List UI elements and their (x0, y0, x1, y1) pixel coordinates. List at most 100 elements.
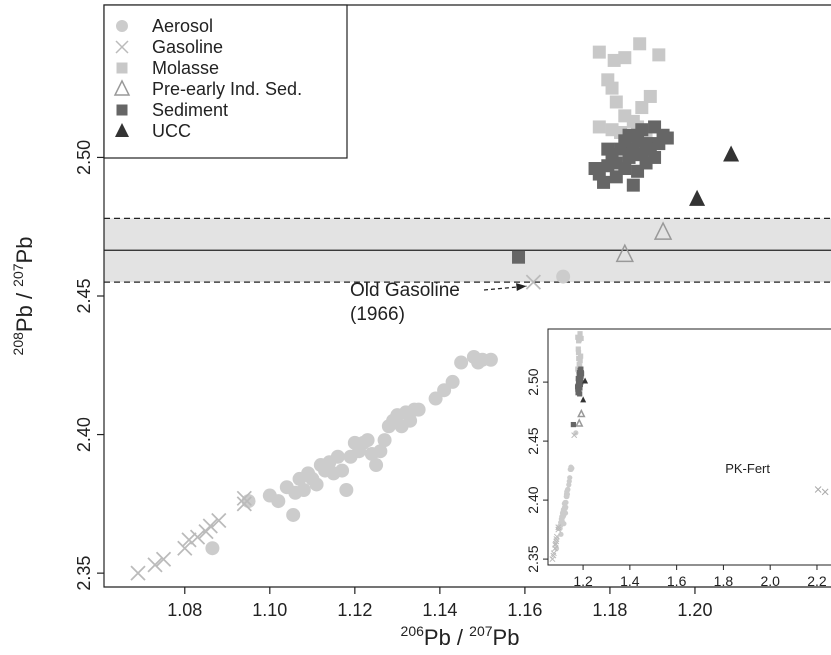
inset-point-sediment (578, 379, 584, 385)
inset-point-gasoline (553, 538, 560, 545)
inset-point-aerosol (561, 521, 567, 527)
main-data-points (130, 37, 740, 581)
point-sediment (635, 123, 649, 137)
inset-point-pre-early-ind-sed (575, 418, 584, 427)
point-aerosol (339, 483, 354, 497)
inset-point-pk-fert (821, 488, 829, 496)
legend-marker-aerosol (116, 20, 128, 32)
point-pre-early-ind-sed (615, 243, 635, 263)
point-molasse (592, 45, 606, 59)
point-aerosol (403, 413, 418, 428)
point-aerosol (309, 477, 324, 492)
point-molasse (633, 37, 647, 51)
point-gasoline (202, 518, 218, 534)
inset-point-gasoline (549, 556, 556, 563)
legend-item-gasoline: Gasoline (115, 37, 223, 57)
old-gasoline-annotation: Old Gasoline (1966) (350, 280, 527, 325)
inset-point-pre-early-ind-sed (577, 408, 586, 418)
y-tick-label: 2.50 (74, 140, 94, 175)
point-aerosol (483, 352, 498, 367)
inset-y-tick-label: 2.50 (525, 368, 541, 395)
point-gasoline (236, 490, 252, 506)
point-sediment (648, 150, 662, 164)
point-molasse (643, 89, 657, 103)
x-axis: 1.08 1.10 1.12 1.14 1.16 1.18 1.20 (167, 587, 712, 620)
point-gasoline (130, 565, 146, 581)
point-molasse (652, 48, 666, 62)
legend-item-pre-early-ind-sed: Pre-early Ind. Sed. (113, 79, 302, 99)
point-aerosol (271, 494, 286, 509)
point-molasse (605, 81, 619, 95)
inset-point-aerosol (565, 486, 571, 493)
inset-series-pre-early-ind-sed (575, 408, 586, 427)
y-tick-label: 2.35 (74, 556, 94, 591)
legend-marker-gasoline (115, 40, 129, 54)
point-gasoline (525, 274, 542, 290)
inset-point-sediment (577, 391, 583, 397)
x-axis-label: 206Pb / 207Pb (401, 623, 520, 650)
inset-point-sediment (575, 375, 581, 382)
legend-item-aerosol: Aerosol (116, 16, 213, 36)
x-tick-label: 1.18 (592, 600, 627, 620)
legend-box (103, 4, 348, 159)
point-ucc (689, 189, 706, 206)
series-sediment (512, 120, 674, 264)
x-tick-label: 1.14 (422, 600, 457, 620)
inset-x-tick-label: 1.4 (620, 573, 640, 589)
inset-point-molasse (577, 331, 583, 337)
legend-label: Sediment (152, 100, 228, 120)
point-aerosol (360, 433, 375, 448)
point-aerosol (411, 402, 426, 417)
inset-point-aerosol (558, 531, 564, 537)
inset-point-aerosol (562, 510, 569, 516)
x-tick-label: 1.12 (337, 600, 372, 620)
inset-series-gasoline (549, 432, 578, 563)
point-aerosol (454, 355, 469, 370)
point-aerosol (330, 449, 345, 464)
legend-label: UCC (152, 121, 191, 141)
inset-point-aerosol (573, 430, 579, 436)
inset-series-pk-fert (814, 486, 829, 496)
inset-point-gasoline (550, 550, 557, 557)
x-tick-label: 1.10 (252, 600, 287, 620)
x-tick-label: 1.16 (507, 600, 542, 620)
series-ucc (689, 145, 740, 206)
point-aerosol (296, 483, 311, 497)
x-tick-label: 1.20 (677, 600, 712, 620)
point-molasse (635, 101, 649, 115)
inset-annotation-pk-fert: PK-Fert (725, 461, 770, 476)
point-sediment (597, 175, 611, 189)
point-gasoline (189, 529, 206, 545)
point-sediment (512, 250, 526, 264)
inset-point-gasoline (552, 541, 559, 548)
inset-x-tick-label: 2.2 (807, 573, 827, 589)
inset-x-axis: 1.2 1.4 1.6 1.8 2.0 2.2 (573, 565, 827, 589)
point-molasse (592, 120, 606, 134)
point-aerosol (373, 444, 388, 459)
series-gasoline (130, 274, 542, 581)
inset-point-aerosol (564, 491, 571, 497)
inset-point-gasoline (555, 526, 562, 533)
point-gasoline (147, 557, 163, 573)
legend-item-molasse: Molasse (116, 58, 219, 78)
point-aerosol (335, 463, 350, 478)
inset-point-aerosol (567, 475, 573, 481)
point-gasoline (211, 512, 227, 529)
inset-point-molasse (578, 353, 584, 359)
point-aerosol (205, 541, 220, 556)
series-pre-early-ind-sed (615, 221, 673, 263)
inset-x-tick-label: 1.8 (714, 573, 734, 589)
point-sediment (660, 131, 674, 145)
inset-data-points (549, 331, 829, 563)
point-aerosol (286, 507, 301, 522)
legend-label: Gasoline (152, 37, 223, 57)
inset-point-aerosol (563, 504, 569, 510)
point-sediment (626, 178, 640, 192)
point-aerosol (377, 433, 392, 448)
point-pre-early-ind-sed (653, 221, 673, 240)
inset-x-tick-label: 1.6 (667, 573, 687, 589)
inset-point-molasse (578, 335, 584, 342)
point-aerosol (241, 494, 256, 509)
y-axis-label: 208Pb / 207Pb (10, 237, 37, 356)
